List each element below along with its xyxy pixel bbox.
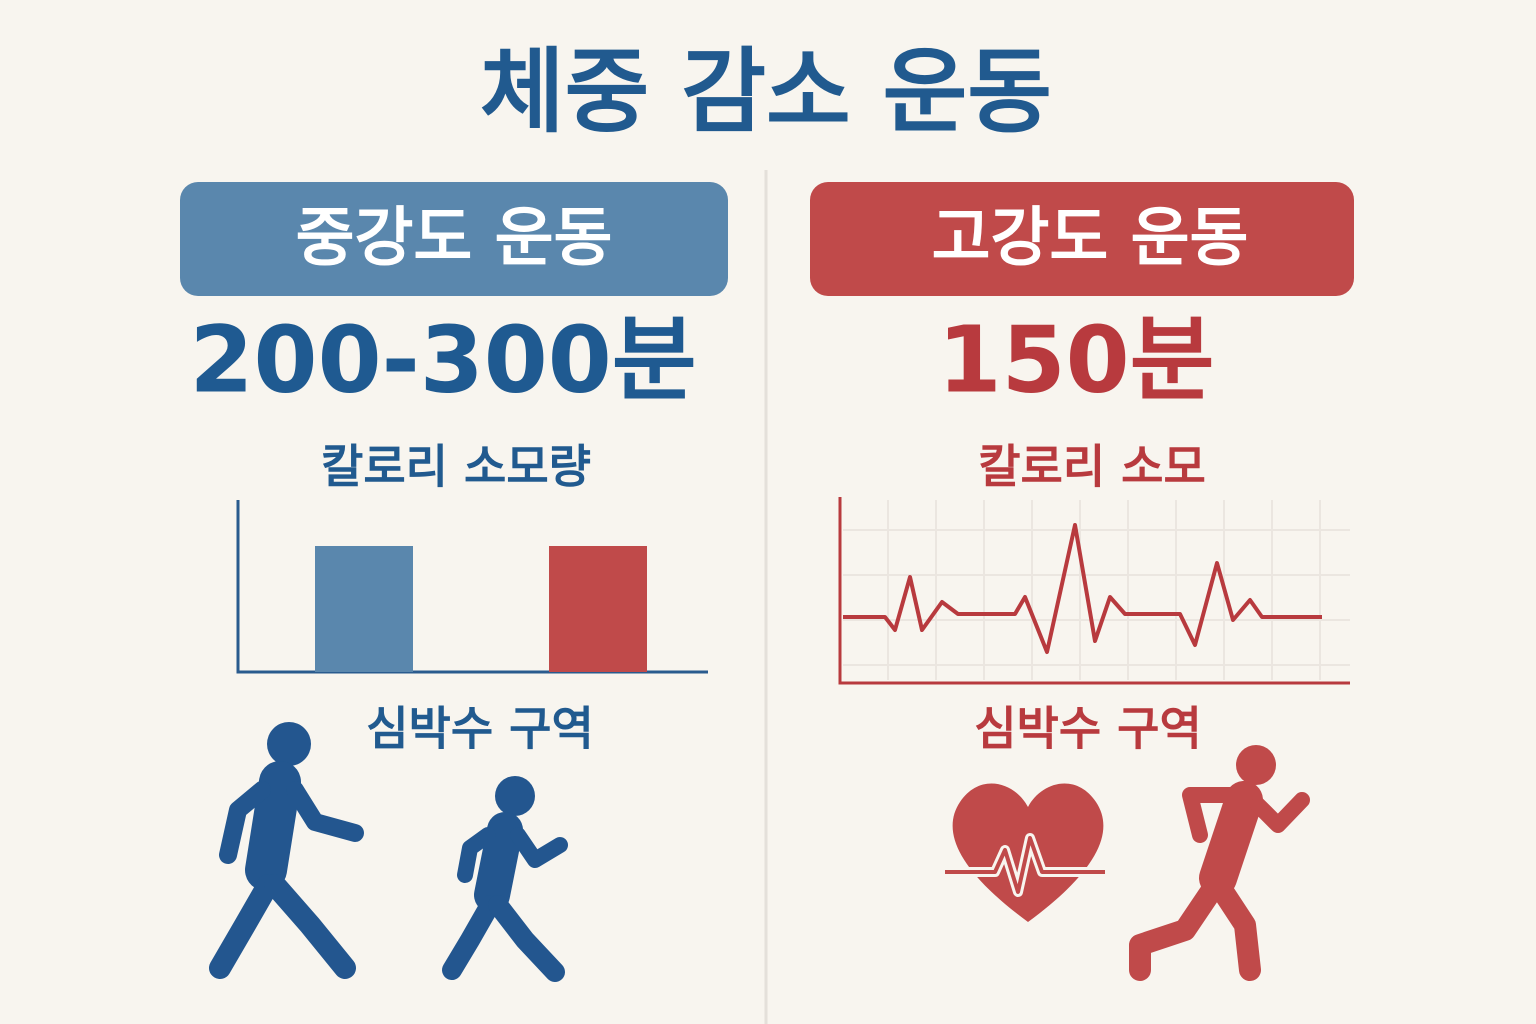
walking-figures [209, 722, 568, 982]
bar-vigorous [549, 546, 647, 672]
runner-arm [1250, 792, 1310, 833]
runner-figure [1129, 745, 1310, 981]
walker-arm [286, 781, 364, 842]
walker-leg [442, 895, 500, 980]
walker-leg [488, 895, 565, 982]
moderate-label: 중강도 운동 [296, 202, 613, 276]
walker-torso [474, 812, 523, 913]
walker-arm [219, 781, 271, 864]
walker-torso [245, 761, 301, 891]
runner-torso [1199, 781, 1263, 897]
vigorous-heart-rate-label: 심박수 구역 [974, 702, 1202, 756]
vigorous-duration: 150분 [938, 306, 1215, 413]
ecg-chart [838, 497, 1350, 685]
walker-head [267, 722, 311, 766]
runner-head [1236, 745, 1276, 785]
ecg-line [843, 523, 1322, 654]
walker-leg [209, 874, 279, 979]
moderate-badge [180, 182, 728, 296]
heart-icon [945, 783, 1105, 922]
runner-leg [1211, 879, 1261, 981]
walker-head [495, 776, 535, 816]
walker-arm [510, 827, 568, 868]
vigorous-calorie-label: 칼로리 소모 [978, 440, 1206, 494]
moderate-calorie-label: 칼로리 소모량 [321, 440, 591, 494]
heart-pulse [945, 836, 1105, 894]
moderate-duration: 200-300분 [190, 306, 697, 413]
walker-arm [457, 827, 496, 883]
vigorous-label: 고강도 운동 [932, 202, 1249, 276]
runner-leg [1129, 879, 1223, 981]
vigorous-badge [810, 182, 1354, 296]
walker-leg [264, 874, 356, 979]
title: 체중 감소 운동 [480, 38, 1052, 145]
runner-arm [1182, 787, 1238, 843]
calorie-bar-chart [236, 500, 708, 674]
moderate-heart-rate-label: 심박수 구역 [366, 702, 594, 756]
ecg-axes [838, 497, 1350, 685]
bar-moderate [315, 546, 413, 672]
